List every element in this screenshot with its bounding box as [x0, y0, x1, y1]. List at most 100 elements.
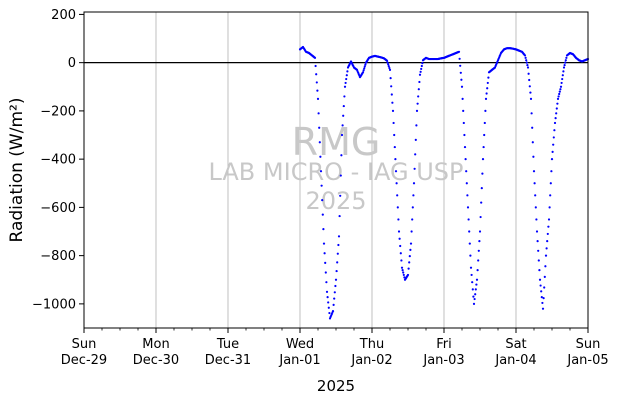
data-point	[394, 158, 397, 161]
y-tick-label: −1000	[32, 297, 76, 312]
data-point	[562, 66, 566, 69]
data-point	[336, 252, 339, 255]
data-point	[399, 252, 402, 255]
data-point	[557, 95, 560, 98]
data-point	[556, 102, 559, 105]
data-point	[398, 237, 401, 240]
data-point	[472, 295, 475, 298]
y-tick-label: −800	[40, 249, 76, 264]
x-tick-day: Sun	[576, 337, 601, 352]
data-point	[413, 167, 416, 170]
data-point	[523, 54, 527, 57]
data-point	[411, 206, 414, 209]
data-point	[555, 107, 558, 110]
data-point	[460, 85, 464, 88]
data-point	[546, 240, 549, 243]
data-point	[551, 150, 554, 154]
data-point	[387, 63, 390, 66]
data-point	[388, 68, 392, 71]
data-point	[402, 273, 405, 277]
data-point	[534, 206, 537, 209]
data-point	[527, 72, 530, 75]
data-point	[537, 249, 540, 252]
data-point	[420, 64, 423, 68]
data-point	[480, 201, 483, 204]
data-point	[460, 78, 463, 81]
data-point	[465, 170, 468, 173]
data-point	[536, 240, 539, 243]
data-point	[561, 77, 564, 81]
data-point	[549, 182, 552, 185]
x-tick-date: Dec-29	[61, 353, 107, 368]
data-point	[315, 81, 318, 84]
data-point	[343, 95, 346, 98]
data-point	[316, 89, 319, 92]
data-point	[564, 61, 567, 64]
data-point	[545, 247, 548, 250]
data-point	[331, 310, 335, 313]
data-point	[484, 109, 487, 113]
data-point	[481, 158, 485, 161]
data-point	[417, 95, 420, 98]
data-point	[332, 303, 335, 306]
data-point	[552, 136, 555, 139]
data-point	[486, 81, 489, 85]
x-tick-day: Thu	[359, 337, 384, 352]
data-point	[411, 218, 414, 221]
data-point	[339, 194, 342, 197]
data-point	[560, 81, 563, 85]
data-point	[418, 73, 422, 76]
data-point	[346, 70, 349, 73]
data-point	[391, 109, 395, 113]
x-tick-day: Wed	[286, 337, 314, 352]
data-point	[414, 153, 417, 156]
data-point	[457, 50, 461, 53]
data-point	[530, 112, 533, 115]
watermark-line: LAB MICRO - IAG USP	[208, 158, 463, 186]
data-point	[420, 67, 423, 71]
x-tick-date: Dec-31	[205, 353, 251, 368]
data-point	[481, 172, 484, 175]
x-tick-date: Jan-01	[278, 353, 320, 368]
data-point	[533, 182, 536, 185]
data-point	[477, 259, 480, 262]
data-points	[298, 45, 590, 320]
data-point	[535, 218, 538, 221]
data-point	[416, 102, 419, 105]
data-point	[321, 199, 324, 202]
data-point	[401, 269, 404, 272]
data-point	[559, 88, 562, 91]
data-point	[364, 63, 367, 66]
data-point	[337, 243, 340, 247]
data-point	[525, 61, 528, 64]
data-point	[458, 57, 461, 60]
data-point	[394, 170, 398, 173]
data-point	[328, 311, 331, 315]
data-point	[342, 104, 345, 108]
data-point	[540, 296, 543, 299]
data-point	[412, 182, 416, 185]
data-point	[480, 186, 483, 190]
y-tick-label: 200	[51, 8, 76, 23]
data-point	[335, 269, 338, 273]
y-tick-label: −400	[40, 153, 76, 168]
data-point	[399, 244, 402, 248]
data-point	[403, 276, 406, 279]
y-tick-label: −600	[40, 201, 76, 216]
data-point	[343, 85, 347, 88]
data-point	[324, 261, 327, 264]
data-point	[563, 63, 566, 67]
data-point	[341, 124, 344, 127]
data-point	[535, 230, 539, 233]
data-point	[464, 158, 467, 161]
data-point	[475, 278, 479, 281]
data-point	[363, 65, 366, 68]
data-point	[524, 56, 527, 59]
data-point	[542, 296, 545, 300]
data-point	[396, 194, 399, 197]
data-point	[562, 70, 565, 73]
data-point	[325, 281, 328, 284]
data-point	[540, 290, 543, 293]
data-point	[407, 267, 410, 270]
data-point	[558, 90, 561, 93]
